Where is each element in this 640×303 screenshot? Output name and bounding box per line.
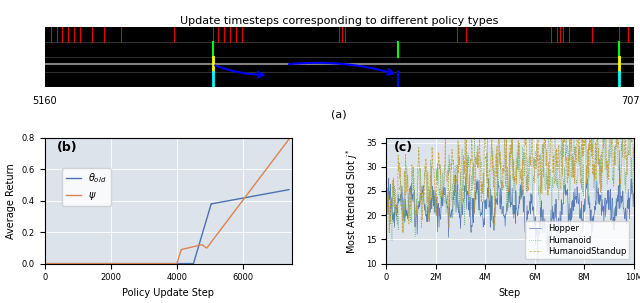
Title: Update timesteps corresponding to different policy types: Update timesteps corresponding to differ… xyxy=(180,16,499,26)
Humanoid xyxy=(446,176,454,180)
Hopper xyxy=(569,199,577,203)
Humanoid xyxy=(529,192,537,195)
Hopper xyxy=(426,199,434,202)
HumanoidStandup xyxy=(529,158,537,162)
Line: Humanoid: Humanoid xyxy=(386,138,634,241)
Humanoid xyxy=(570,150,577,154)
HumanoidStandup xyxy=(630,145,637,148)
Y-axis label: Most Attended Slot $j^*$: Most Attended Slot $j^*$ xyxy=(344,148,360,254)
Hopper xyxy=(494,179,502,183)
Humanoid xyxy=(388,239,396,243)
Hopper xyxy=(534,258,541,262)
Hopper xyxy=(382,189,390,193)
HumanoidStandup xyxy=(447,188,454,191)
HumanoidStandup xyxy=(548,155,556,159)
HumanoidStandup xyxy=(570,155,577,159)
Humanoid xyxy=(495,137,503,141)
HumanoidStandup xyxy=(442,136,449,139)
Humanoid xyxy=(548,175,556,179)
Line: HumanoidStandup: HumanoidStandup xyxy=(386,138,634,233)
Line: Hopper: Hopper xyxy=(386,159,634,260)
Legend: Hopper, Humanoid, HumanoidStandup: Hopper, Humanoid, HumanoidStandup xyxy=(525,221,629,259)
Hopper xyxy=(446,212,454,215)
Humanoid xyxy=(630,168,637,172)
Humanoid xyxy=(426,158,434,161)
X-axis label: Step: Step xyxy=(499,288,521,298)
Text: (b): (b) xyxy=(57,142,78,155)
X-axis label: Policy Update Step: Policy Update Step xyxy=(122,288,214,298)
HumanoidStandup xyxy=(495,136,503,139)
Y-axis label: Average Return: Average Return xyxy=(6,163,16,238)
Hopper xyxy=(548,220,556,223)
Text: (a): (a) xyxy=(332,109,347,119)
Hopper xyxy=(630,191,637,195)
Hopper xyxy=(528,194,536,197)
HumanoidStandup xyxy=(382,205,390,209)
Legend: $\theta_{old}$, $\psi$: $\theta_{old}$, $\psi$ xyxy=(62,168,111,206)
Humanoid xyxy=(382,236,390,240)
Text: (c): (c) xyxy=(394,142,413,155)
HumanoidStandup xyxy=(399,231,406,235)
Humanoid xyxy=(471,136,479,139)
HumanoidStandup xyxy=(426,173,434,177)
Hopper xyxy=(616,157,623,161)
